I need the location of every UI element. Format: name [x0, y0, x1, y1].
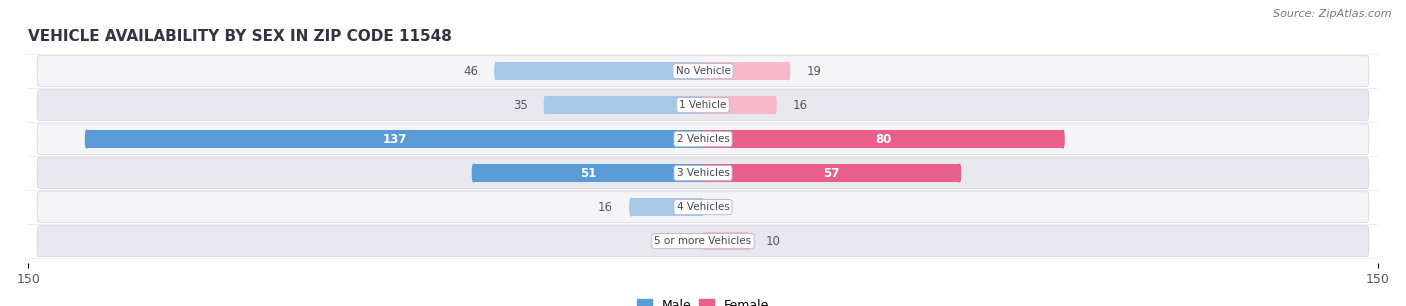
Text: No Vehicle: No Vehicle — [675, 66, 731, 76]
Text: 35: 35 — [513, 99, 527, 112]
Text: 80: 80 — [875, 132, 891, 146]
Text: VEHICLE AVAILABILITY BY SEX IN ZIP CODE 11548: VEHICLE AVAILABILITY BY SEX IN ZIP CODE … — [28, 29, 451, 44]
Bar — [703, 232, 748, 250]
Text: 1 Vehicle: 1 Vehicle — [679, 100, 727, 110]
Text: 10: 10 — [766, 235, 780, 248]
Bar — [703, 164, 959, 182]
Bar — [703, 96, 775, 114]
Bar — [703, 62, 789, 80]
Bar — [496, 62, 703, 80]
Bar — [703, 130, 1063, 148]
FancyBboxPatch shape — [37, 124, 1369, 154]
Bar — [546, 96, 703, 114]
Text: 4 Vehicles: 4 Vehicles — [676, 202, 730, 212]
Text: 46: 46 — [463, 65, 478, 77]
Circle shape — [1062, 130, 1064, 148]
Text: 16: 16 — [793, 99, 808, 112]
Bar — [87, 130, 703, 148]
FancyBboxPatch shape — [37, 56, 1369, 86]
Text: 0: 0 — [678, 235, 685, 248]
Text: 3 Vehicles: 3 Vehicles — [676, 168, 730, 178]
FancyBboxPatch shape — [37, 90, 1369, 120]
Circle shape — [747, 232, 749, 250]
Text: 51: 51 — [581, 166, 596, 180]
Text: 137: 137 — [382, 132, 406, 146]
Legend: Male, Female: Male, Female — [631, 294, 775, 306]
Text: 2 Vehicles: 2 Vehicles — [676, 134, 730, 144]
Circle shape — [544, 96, 547, 114]
Bar — [474, 164, 703, 182]
Circle shape — [773, 96, 776, 114]
Circle shape — [86, 130, 87, 148]
Text: 57: 57 — [823, 166, 839, 180]
Text: 5 or more Vehicles: 5 or more Vehicles — [654, 236, 752, 246]
Circle shape — [495, 62, 498, 80]
Text: 0: 0 — [721, 200, 728, 214]
Text: 19: 19 — [807, 65, 821, 77]
FancyBboxPatch shape — [37, 158, 1369, 188]
Circle shape — [472, 164, 475, 182]
FancyBboxPatch shape — [37, 192, 1369, 222]
FancyBboxPatch shape — [37, 226, 1369, 256]
Text: 16: 16 — [598, 200, 613, 214]
Bar — [631, 198, 703, 216]
Circle shape — [630, 198, 633, 216]
Circle shape — [959, 164, 960, 182]
Circle shape — [787, 62, 790, 80]
Text: Source: ZipAtlas.com: Source: ZipAtlas.com — [1274, 9, 1392, 19]
